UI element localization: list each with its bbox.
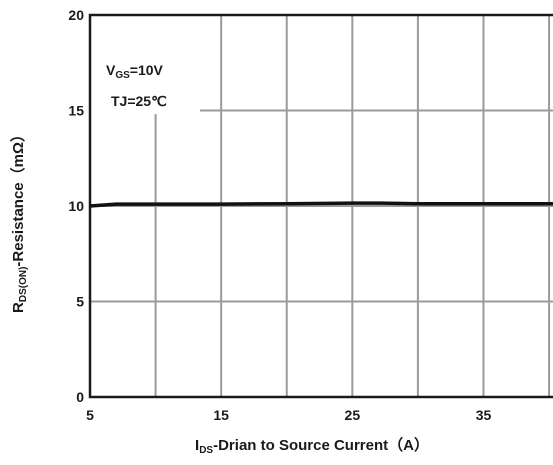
series-layer: [89, 201, 553, 208]
x-tick-labels: 5 15 25 35: [86, 407, 491, 423]
annotation-tj: TJ=25℃: [111, 93, 167, 109]
x-tick-label: 25: [345, 407, 361, 423]
annotation-background: [92, 18, 200, 114]
x-axis-label: IDS-Drian to Source Current（A）: [195, 436, 429, 456]
y-tick-label: 10: [68, 198, 84, 214]
y-tick-label: 20: [68, 7, 84, 23]
annotation-vgs: VGS=10V: [106, 62, 164, 81]
y-tick-label: 5: [76, 294, 84, 310]
x-tick-label: 15: [213, 407, 229, 423]
y-tick-label: 0: [76, 389, 84, 405]
x-tick-label: 5: [86, 407, 94, 423]
y-axis-label: RDS(ON)-Resistance（mΩ）: [9, 127, 29, 313]
x-tick-label: 35: [476, 407, 492, 423]
series-line-0: [89, 201, 553, 208]
grid: [90, 15, 553, 397]
y-tick-label: 15: [68, 103, 84, 119]
y-tick-labels: 0 5 10 15 20: [68, 7, 84, 405]
